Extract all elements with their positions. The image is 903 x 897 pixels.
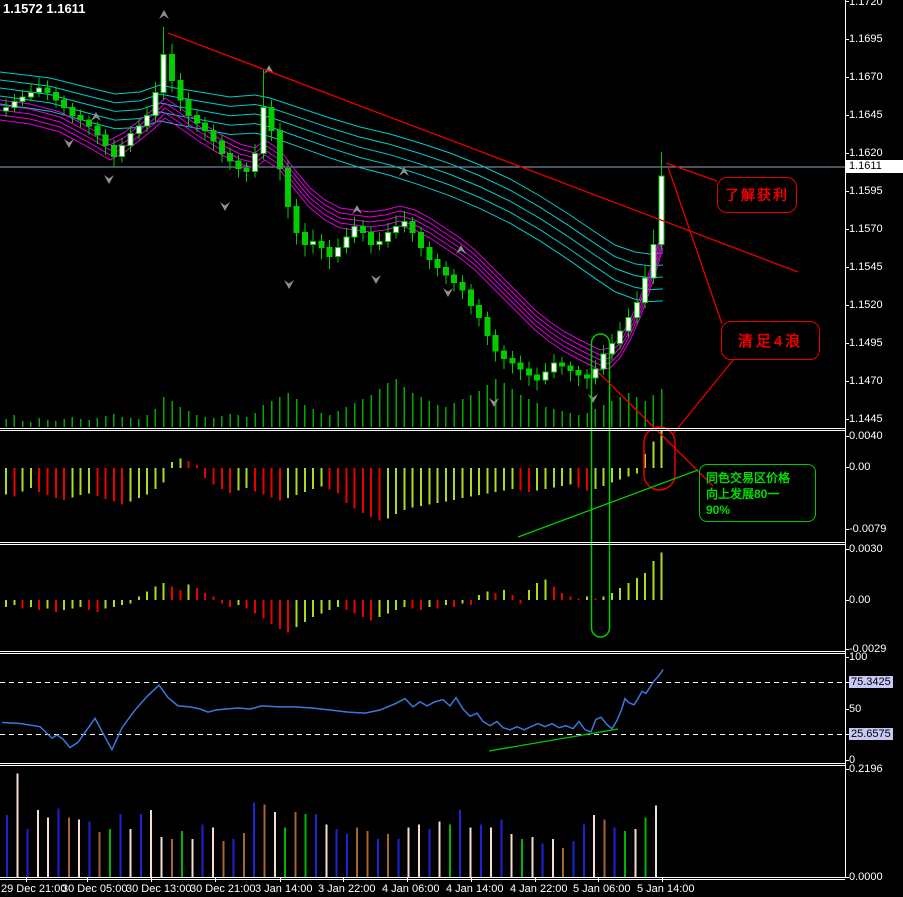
annotation-profit-text: 了解获利 [725, 187, 789, 203]
annotation-wave4-text: 清足4浪 [737, 333, 804, 350]
quote-readout: 1.1572 1.1611 [3, 1, 86, 16]
annotation-wave4-callout[interactable]: 清足4浪 [721, 321, 820, 360]
annotation-range-line1: 同色交易区价格 [706, 471, 791, 485]
annotation-range-line2: 向上发展80一 [706, 487, 780, 501]
annotation-range-line3: 90% [706, 503, 731, 517]
annotation-range-callout[interactable]: 同色交易区价格 向上发展80一 90% [699, 464, 816, 522]
annotation-profit-callout[interactable]: 了解获利 [717, 177, 797, 213]
